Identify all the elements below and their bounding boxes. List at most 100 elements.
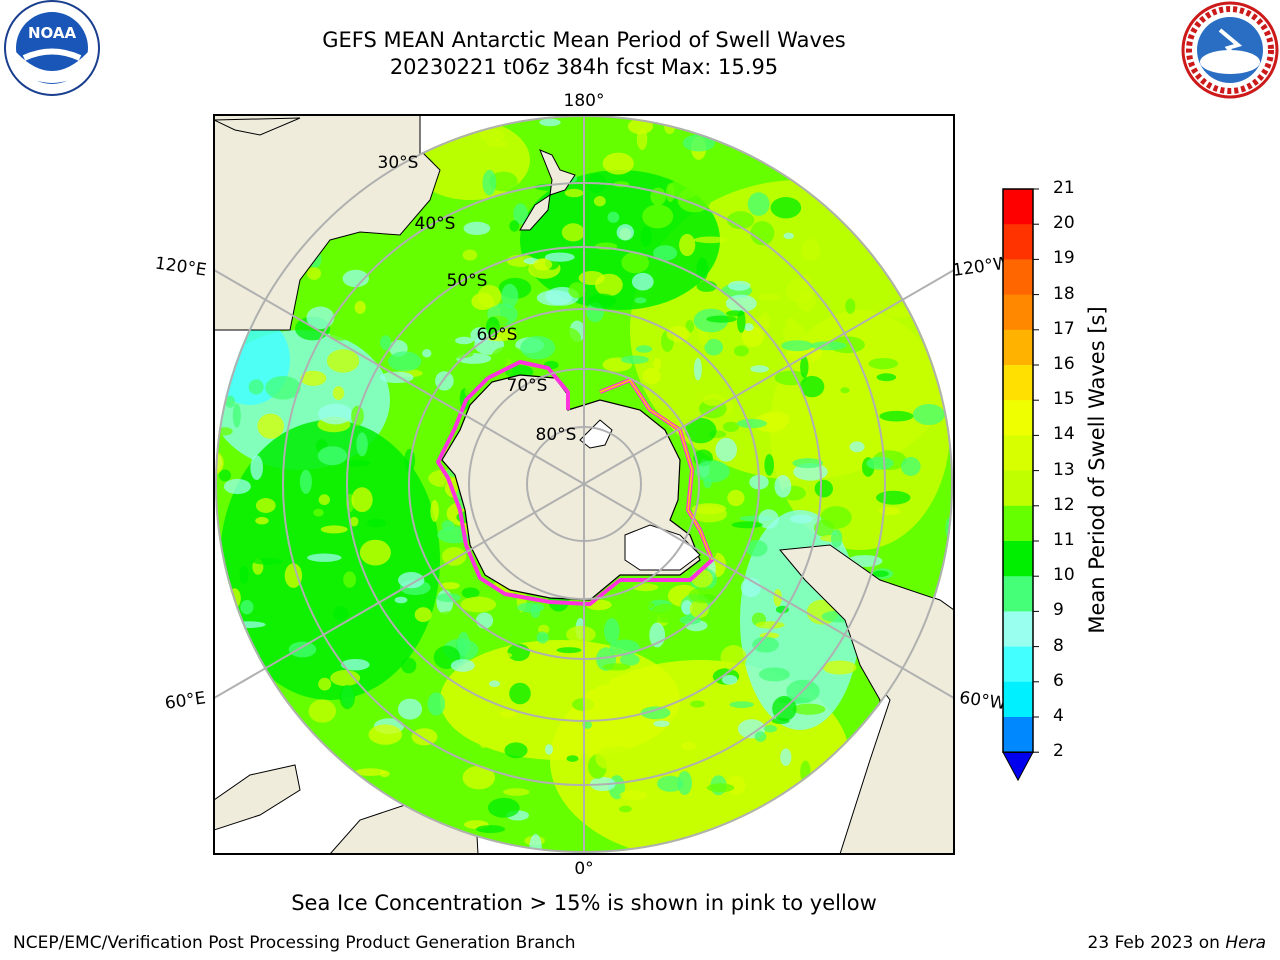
field-patch (436, 593, 461, 602)
map-frame (213, 114, 955, 855)
lat-label-40s: 40°S (415, 214, 456, 234)
lon-label-0: 0° (574, 859, 593, 879)
field-patch (460, 596, 497, 613)
colorbar-segment (1003, 400, 1033, 436)
colorbar-tick-label: 9 (1053, 600, 1064, 621)
field-patch (722, 421, 740, 432)
field-patch (300, 370, 327, 386)
field-patch (475, 612, 494, 629)
field-patch (218, 469, 231, 482)
field-patch (509, 682, 531, 705)
field-patch (602, 152, 634, 175)
field-patch (771, 717, 790, 725)
field-patch (344, 459, 371, 467)
field-patch (401, 657, 417, 674)
field-patch (582, 689, 601, 715)
field-patch (747, 192, 770, 216)
field-patch (690, 700, 705, 708)
field-patch (849, 441, 865, 453)
field-patch (660, 611, 678, 623)
field-patch (872, 570, 889, 577)
noaa-logo: NOAA (4, 0, 100, 96)
field-patch (696, 257, 709, 282)
field-patch (773, 589, 782, 607)
lon-label-180: 180° (564, 91, 605, 111)
field-patch (700, 639, 712, 652)
footer-credit: NCEP/EMC/Verification Post Processing Pr… (13, 933, 576, 953)
field-patch (468, 576, 492, 587)
field-patch (504, 742, 528, 759)
field-patch (556, 647, 582, 654)
field-patch (489, 680, 500, 687)
field-patch (223, 478, 251, 495)
field-patch (307, 553, 342, 562)
field-patch (901, 569, 938, 579)
field-patch (462, 249, 478, 261)
field-patch (240, 600, 254, 615)
field-patch (368, 724, 403, 745)
field-patch (800, 356, 809, 378)
lon-label-60w: 60°W (958, 688, 1007, 714)
field-patch (758, 667, 790, 682)
field-patch (653, 720, 671, 727)
lat-label-80s: 80°S (536, 425, 577, 445)
lat-label-30s: 30°S (378, 153, 419, 173)
field-patch (750, 221, 775, 246)
field-patch (706, 315, 737, 323)
colorbar-segment (1003, 541, 1033, 577)
field-patch (500, 710, 517, 718)
field-patch (477, 285, 502, 308)
field-patch (814, 479, 833, 498)
field-patch (868, 358, 899, 370)
field-patch (822, 660, 857, 675)
field-patch (366, 518, 387, 528)
field-patch (428, 409, 438, 420)
field-patch (487, 797, 520, 818)
field-patch (755, 621, 785, 629)
field-patch (774, 475, 792, 498)
field-patch (529, 834, 542, 853)
field-patch (866, 456, 894, 470)
field-patch (349, 516, 359, 527)
field-patch (318, 494, 330, 506)
field-patch (726, 310, 745, 317)
field-patch (879, 410, 914, 422)
field-patch (657, 775, 684, 792)
field-patch (520, 336, 556, 360)
colorbar-label: Mean Period of Swell Waves [s] (1085, 306, 1109, 634)
field-patch (669, 715, 680, 735)
field-patch (634, 297, 647, 304)
field-patch (602, 318, 616, 340)
field-patch (578, 753, 593, 780)
colorbar-segment (1003, 259, 1033, 296)
field-patch (760, 312, 771, 329)
colorbar-segment (1003, 224, 1033, 260)
field-patch (831, 529, 843, 548)
field-patch (583, 115, 606, 129)
field-zone (520, 170, 720, 310)
field-patch (682, 134, 716, 152)
antarctica (441, 374, 701, 601)
field-patch (681, 600, 693, 615)
noaa-logo-text: NOAA (28, 24, 77, 42)
field-patch (642, 367, 661, 385)
footer-date: 23 Feb 2023 on Hera (1088, 933, 1266, 953)
field-patch (715, 437, 737, 462)
field-patch (681, 741, 697, 751)
field-patch (640, 706, 671, 720)
field-patch (536, 290, 573, 306)
field-patch (562, 659, 578, 684)
field-patch (774, 370, 807, 386)
field-patch (427, 692, 446, 716)
field-patch (351, 487, 373, 513)
colorbar-segment (1003, 329, 1033, 366)
field-patch (780, 748, 792, 766)
colorbar-tick-label: 8 (1053, 635, 1064, 656)
field-patch (783, 232, 794, 239)
field-patch (440, 582, 460, 590)
field-patch (411, 728, 438, 746)
colorbar-tick-label: 13 (1053, 459, 1075, 480)
field-patch (727, 489, 745, 507)
field-patch (657, 741, 669, 754)
field-patch (539, 118, 561, 127)
